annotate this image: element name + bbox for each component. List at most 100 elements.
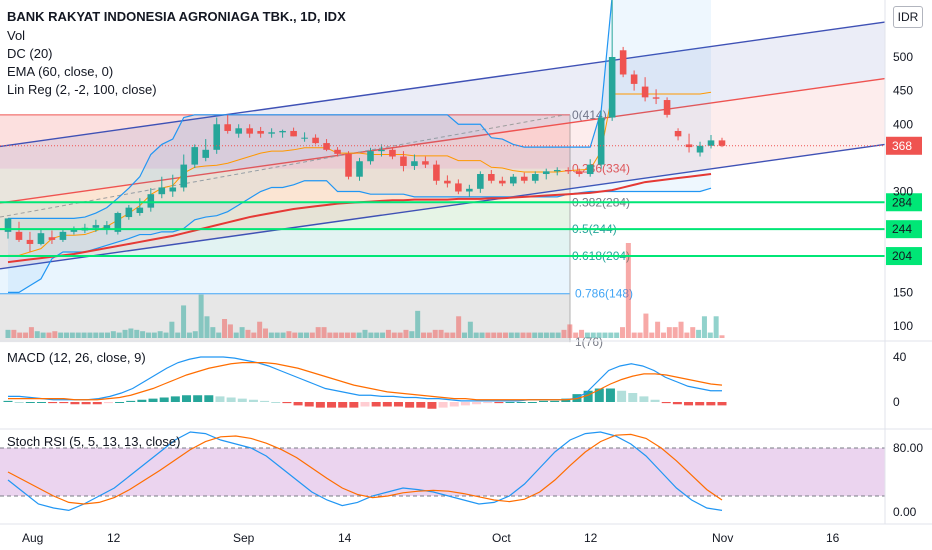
volume-bar <box>157 331 163 338</box>
hline-tag-label: 204 <box>892 249 912 263</box>
macd-histogram-bar <box>48 402 58 404</box>
volume-bar <box>46 332 52 338</box>
macd-histogram-bar <box>639 396 649 402</box>
candle-body <box>125 207 133 218</box>
volume-bar <box>75 332 81 338</box>
volume-bar <box>426 332 432 338</box>
candle-body <box>235 128 242 134</box>
macd-histogram-bar <box>70 402 80 405</box>
volume-bar <box>163 332 169 338</box>
price-axis-tick: 500 <box>893 50 913 64</box>
macd-histogram-bar <box>59 402 69 404</box>
volume-bar <box>655 321 661 338</box>
donchian-upper <box>8 0 613 219</box>
fib-zone <box>0 202 570 230</box>
time-axis-label: Sep <box>233 531 255 545</box>
volume-bar <box>257 321 263 338</box>
macd-histogram-bar <box>684 402 694 406</box>
stoch-title[interactable]: Stoch RSI (5, 5, 13, 13, close) <box>7 434 181 449</box>
macd-histogram-bar <box>717 402 727 406</box>
candle-body <box>356 161 363 177</box>
volume-bar <box>362 329 368 338</box>
regression-lower-band <box>0 78 885 269</box>
candle-body <box>180 164 188 188</box>
macd-line <box>8 356 722 402</box>
volume-bar <box>23 332 29 338</box>
candle-body <box>696 145 704 153</box>
volume-bar <box>701 316 707 338</box>
volume-bar <box>660 332 666 338</box>
volume-bar <box>555 332 561 338</box>
volume-bar <box>251 332 257 338</box>
time-axis-label: 14 <box>338 531 352 545</box>
macd-histogram-bar <box>293 402 303 406</box>
volume-bar <box>549 332 555 338</box>
volume-bar <box>245 329 251 338</box>
candle-body <box>15 231 23 240</box>
volume-bar <box>666 327 672 338</box>
volume-bar <box>397 332 403 338</box>
candle-body <box>213 124 221 150</box>
donchian-band <box>8 0 712 293</box>
candle-body <box>586 164 594 175</box>
volume-bar <box>216 332 222 338</box>
macd-histogram-bar <box>14 402 24 403</box>
macd-histogram-bar <box>661 402 671 404</box>
macd-histogram-bar <box>594 388 604 402</box>
macd-histogram-bar <box>3 400 13 402</box>
macd-histogram-bar <box>382 402 392 407</box>
volume-bar <box>450 332 456 338</box>
indicator-ema[interactable]: EMA (60, close, 0) <box>7 64 114 79</box>
stoch-band <box>0 448 885 496</box>
candle-body <box>575 171 583 175</box>
horizontal-levels[interactable]: 284 244 204 368 <box>0 136 922 266</box>
volume-bar <box>93 332 99 338</box>
volume-bar <box>274 332 280 338</box>
volume-bar <box>485 332 491 338</box>
candle-body <box>652 97 660 99</box>
macd-panel[interactable] <box>3 356 727 409</box>
currency-badge[interactable]: IDR <box>893 6 923 28</box>
candlestick-series[interactable] <box>4 0 726 253</box>
macd-histogram-bar <box>159 397 169 402</box>
volume-bar <box>239 327 245 338</box>
volume-bar <box>280 332 286 338</box>
macd-histogram-bar <box>605 388 615 402</box>
macd-histogram-bar <box>706 402 716 406</box>
candle-body <box>26 239 34 244</box>
macd-histogram-bar <box>472 402 482 405</box>
macd-histogram-bar <box>494 402 504 404</box>
volume-bar <box>227 324 233 338</box>
volume-bar <box>707 332 713 338</box>
macd-histogram-bar <box>226 397 236 402</box>
volume-bar <box>350 332 356 338</box>
volume-bar <box>17 332 23 338</box>
candle-body <box>224 124 231 131</box>
candle-body <box>630 74 638 84</box>
indicator-vol[interactable]: Vol <box>7 28 26 43</box>
volume-bar <box>339 332 345 338</box>
candle-body <box>323 143 330 150</box>
stoch-k-line <box>7 431 723 512</box>
stoch-rsi-panel[interactable] <box>0 431 885 512</box>
volume-bar <box>461 332 467 338</box>
volume-bar <box>584 332 590 338</box>
indicator-dc[interactable]: DC (20) <box>7 46 53 61</box>
candle-body <box>169 187 177 192</box>
volume-bar <box>169 321 175 338</box>
volume-bar <box>696 329 702 338</box>
volume-bar <box>690 327 696 338</box>
volume-bar <box>596 332 602 338</box>
fib-zone <box>0 229 570 257</box>
macd-histogram-bar <box>460 402 470 406</box>
volume-bar <box>116 332 122 338</box>
macd-title[interactable]: MACD (12, 26, close, 9) <box>7 350 146 365</box>
hline-tag-label: 244 <box>892 222 912 236</box>
macd-histogram-bar <box>516 402 526 403</box>
volume-bar <box>52 331 58 338</box>
candle-body <box>202 149 210 158</box>
macd-histogram-bar <box>628 393 638 402</box>
indicator-linreg[interactable]: Lin Reg (2, -2, 100, close) <box>7 82 157 97</box>
macd-histogram-bar <box>282 402 292 404</box>
